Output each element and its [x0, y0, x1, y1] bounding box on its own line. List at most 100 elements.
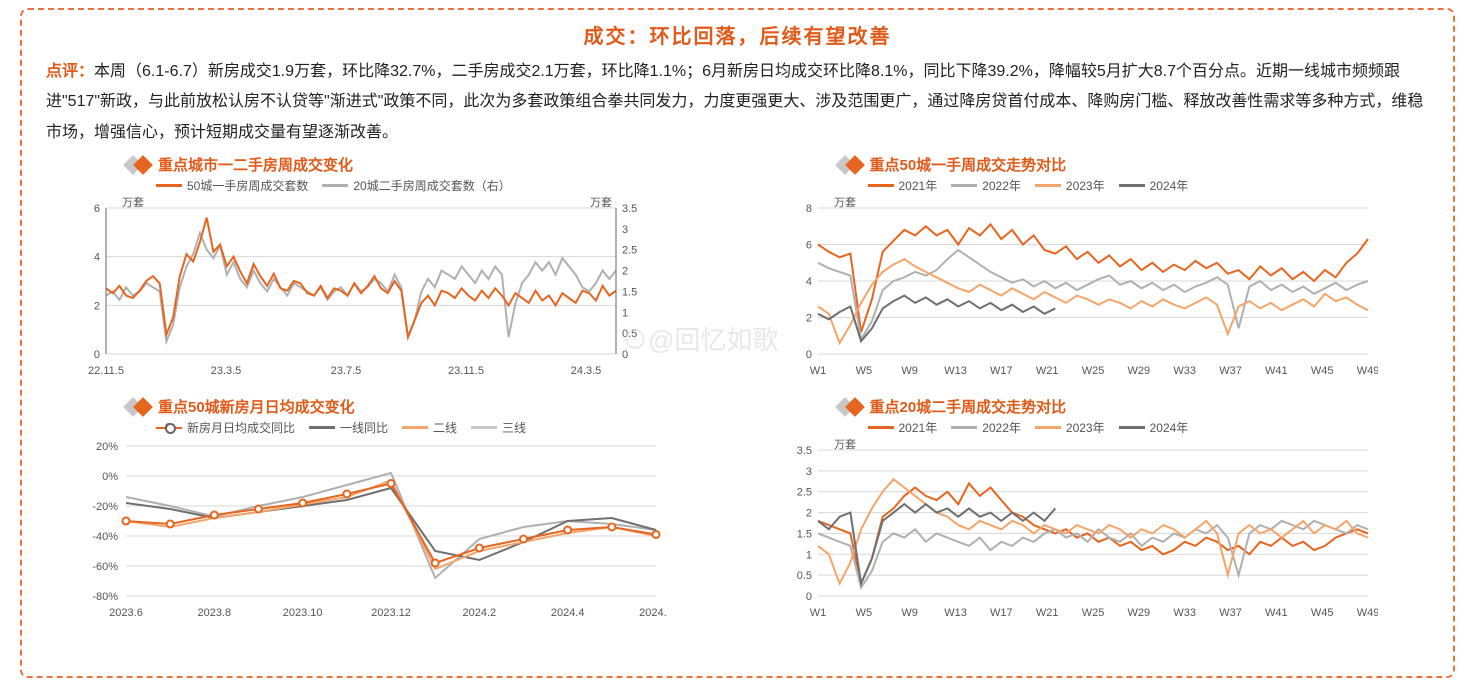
svg-text:W29: W29 [1127, 607, 1150, 619]
svg-text:W9: W9 [901, 607, 918, 619]
svg-text:W25: W25 [1081, 365, 1104, 377]
svg-text:-20%: -20% [92, 501, 118, 513]
svg-text:24.3.5: 24.3.5 [571, 365, 602, 377]
chart3-panel: 重点50城新房月日均成交变化 新房月日均成交同比一线同比二线三线 -80% -60… [46, 396, 718, 634]
svg-text:2: 2 [805, 508, 811, 520]
svg-text:2023.8: 2023.8 [198, 607, 232, 619]
chart2-panel: 重点50城一手周成交走势对比 2021年2022年2023年2024年 0246… [758, 154, 1430, 392]
svg-text:W49: W49 [1356, 365, 1377, 377]
legend-item: 新房月日均成交同比 [156, 419, 295, 436]
svg-text:3.5: 3.5 [622, 203, 637, 215]
legend-item: 2023年 [1035, 177, 1105, 194]
legend-item: 2024年 [1119, 177, 1189, 194]
svg-text:1: 1 [805, 549, 811, 561]
chart4-title-row: 重点20城二手周成交走势对比 [838, 396, 1430, 417]
svg-text:-60%: -60% [92, 561, 118, 573]
legend-item: 2022年 [951, 419, 1021, 436]
svg-text:2: 2 [94, 301, 100, 313]
svg-text:22.11.5: 22.11.5 [88, 365, 124, 377]
chart2-title: 重点50城一手周成交走势对比 [870, 154, 1067, 175]
legend-item: 50城一手房周成交套数 [156, 177, 308, 194]
chart2-svg: 02468万套W1W5W9W13W17W21W25W29W33W37W41W45… [758, 194, 1378, 384]
svg-text:W33: W33 [1173, 607, 1196, 619]
main-title: 成交：环比回落，后续有望改善 [46, 20, 1429, 49]
svg-text:0.5: 0.5 [622, 328, 637, 340]
svg-text:0: 0 [805, 591, 811, 603]
svg-text:2: 2 [805, 313, 811, 325]
chart3-legend: 新房月日均成交同比一线同比二线三线 [156, 419, 718, 436]
svg-text:3: 3 [805, 466, 811, 478]
svg-text:W17: W17 [990, 607, 1013, 619]
svg-text:万套: 万套 [590, 196, 612, 209]
svg-text:-40%: -40% [92, 531, 118, 543]
svg-text:W37: W37 [1219, 607, 1242, 619]
report-frame: 成交：环比回落，后续有望改善 点评：本周（6.1-6.7）新房成交1.9万套，环… [20, 8, 1455, 678]
svg-text:4: 4 [805, 276, 811, 288]
svg-text:2024.2: 2024.2 [463, 607, 497, 619]
svg-text:3.5: 3.5 [796, 445, 811, 457]
chart4-title: 重点20城二手周成交走势对比 [870, 396, 1067, 417]
svg-text:2024.6: 2024.6 [639, 607, 666, 619]
commentary-body: 本周（6.1-6.7）新房成交1.9万套，环比降32.7%，二手房成交2.1万套… [46, 63, 1423, 141]
chart1-svg: 024600.511.522.533.5万套万套22.11.523.3.523.… [46, 194, 666, 384]
svg-text:W21: W21 [1035, 365, 1058, 377]
chart4-legend: 2021年 2022年 2023年 2024年 [868, 419, 1430, 436]
legend-item: 20城二手房周成交套数（右） [322, 177, 510, 194]
svg-text:1: 1 [622, 307, 628, 319]
svg-text:4: 4 [94, 252, 100, 264]
svg-text:W9: W9 [901, 365, 918, 377]
svg-text:W1: W1 [809, 607, 826, 619]
chart3-title-row: 重点50城新房月日均成交变化 [126, 396, 718, 417]
svg-text:2023.12: 2023.12 [371, 607, 411, 619]
svg-text:W21: W21 [1035, 607, 1058, 619]
svg-text:0: 0 [805, 349, 811, 361]
svg-text:23.3.5: 23.3.5 [211, 365, 242, 377]
svg-text:W49: W49 [1356, 607, 1377, 619]
svg-text:0: 0 [94, 349, 100, 361]
chart4-svg: 00.511.522.533.5万套W1W5W9W13W17W21W25W29W… [758, 436, 1378, 626]
svg-text:2024.4: 2024.4 [551, 607, 585, 619]
svg-text:W45: W45 [1310, 365, 1333, 377]
svg-text:W41: W41 [1265, 607, 1288, 619]
chart3-title: 重点50城新房月日均成交变化 [158, 396, 355, 417]
svg-text:W1: W1 [809, 365, 826, 377]
svg-text:W29: W29 [1127, 365, 1150, 377]
svg-text:万套: 万套 [122, 196, 144, 209]
legend-item: 2022年 [951, 177, 1021, 194]
legend-item: 一线同比 [309, 419, 388, 436]
svg-text:0.5: 0.5 [796, 570, 811, 582]
svg-text:W41: W41 [1265, 365, 1288, 377]
svg-text:1.5: 1.5 [796, 529, 811, 541]
chart2-title-row: 重点50城一手周成交走势对比 [838, 154, 1430, 175]
svg-text:2.5: 2.5 [622, 245, 637, 257]
charts-grid: 重点城市一二手房周成交变化 50城一手房周成交套数20城二手房周成交套数（右） … [46, 154, 1429, 634]
svg-text:W5: W5 [855, 365, 872, 377]
svg-text:2.5: 2.5 [796, 487, 811, 499]
svg-text:3: 3 [622, 224, 628, 236]
svg-text:W13: W13 [944, 365, 967, 377]
chart3-svg: -80%-60%-40%-20%0%20%2023.62023.82023.10… [46, 436, 666, 626]
svg-text:6: 6 [805, 240, 811, 252]
svg-text:W17: W17 [990, 365, 1013, 377]
svg-text:1.5: 1.5 [622, 287, 637, 299]
svg-text:W5: W5 [855, 607, 872, 619]
svg-text:W37: W37 [1219, 365, 1242, 377]
legend-item: 2023年 [1035, 419, 1105, 436]
svg-text:2023.10: 2023.10 [283, 607, 323, 619]
svg-text:W13: W13 [944, 607, 967, 619]
chart1-legend: 50城一手房周成交套数 20城二手房周成交套数（右） [156, 177, 718, 194]
legend-item: 2024年 [1119, 419, 1189, 436]
svg-text:W25: W25 [1081, 607, 1104, 619]
chart1-title-row: 重点城市一二手房周成交变化 [126, 154, 718, 175]
svg-text:6: 6 [94, 203, 100, 215]
legend-item: 2021年 [868, 419, 938, 436]
svg-text:万套: 万套 [834, 196, 856, 209]
svg-text:W33: W33 [1173, 365, 1196, 377]
svg-text:2: 2 [622, 266, 628, 278]
chart1-title: 重点城市一二手房周成交变化 [158, 154, 353, 175]
chart4-panel: 重点20城二手周成交走势对比 2021年 2022年 2023年 2024年 0 0.5… [758, 396, 1430, 634]
commentary: 点评：本周（6.1-6.7）新房成交1.9万套，环比降32.7%，二手房成交2.… [46, 57, 1429, 148]
chart1-panel: 重点城市一二手房周成交变化 50城一手房周成交套数20城二手房周成交套数（右） … [46, 154, 718, 392]
svg-text:-80%: -80% [92, 591, 118, 603]
chart2-legend: 2021年2022年2023年2024年 [868, 177, 1430, 194]
